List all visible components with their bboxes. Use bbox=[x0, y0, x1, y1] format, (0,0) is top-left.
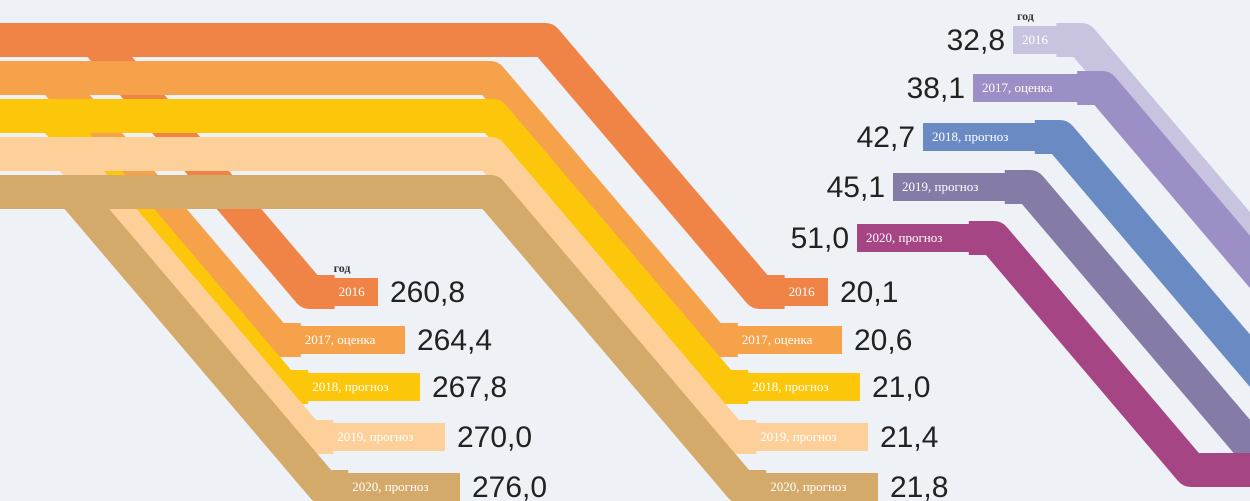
year-box bbox=[1013, 26, 1062, 54]
year-label: 2019, прогноз bbox=[902, 179, 978, 194]
ribbon bbox=[1034, 120, 1250, 388]
year-box bbox=[329, 278, 378, 306]
value: 20,6 bbox=[854, 324, 912, 357]
year-label: 2016 bbox=[789, 284, 816, 299]
year-box bbox=[328, 423, 445, 451]
ribbon bbox=[0, 137, 757, 454]
heading: год bbox=[334, 261, 351, 275]
year-label: 2016 bbox=[1022, 32, 1049, 47]
ribbon bbox=[1056, 23, 1250, 265]
value: 260,8 bbox=[390, 276, 465, 309]
year-label: 2020, прогноз bbox=[866, 230, 942, 245]
value: 32,8 bbox=[947, 24, 1005, 57]
value: 21,8 bbox=[890, 471, 948, 501]
year-label: 2020, прогноз bbox=[352, 479, 428, 494]
year-box bbox=[893, 173, 1010, 201]
year-label: 2017, оценка bbox=[742, 332, 813, 347]
value: 267,8 bbox=[432, 371, 507, 404]
value: 20,1 bbox=[840, 276, 898, 309]
year-box bbox=[923, 123, 1040, 151]
year-label: 2018, прогноз bbox=[932, 129, 1008, 144]
year-box bbox=[343, 473, 460, 501]
year-box bbox=[857, 224, 974, 252]
year-box bbox=[761, 473, 878, 501]
year-box bbox=[973, 74, 1083, 102]
ribbon bbox=[0, 175, 767, 501]
labels: 2016 260,8 год 2017, оценка 264,4 2018, прогн… bbox=[295, 9, 1083, 501]
year-box bbox=[303, 373, 420, 401]
year-label: 2020, прогноз bbox=[770, 479, 846, 494]
value: 276,0 bbox=[472, 471, 547, 501]
value: 270,0 bbox=[457, 421, 532, 454]
ribbon bbox=[1077, 71, 1250, 289]
value: 21,0 bbox=[872, 371, 930, 404]
year-label: 2019, прогноз bbox=[760, 429, 836, 444]
year-box bbox=[751, 423, 868, 451]
year-label: 2019, прогноз bbox=[337, 429, 413, 444]
value: 42,7 bbox=[857, 121, 915, 154]
ribbons bbox=[0, 23, 1250, 501]
value: 45,1 bbox=[827, 171, 885, 204]
ribbon bbox=[1004, 170, 1250, 473]
ribbon bbox=[968, 221, 1250, 487]
year-box bbox=[779, 278, 828, 306]
ribbon bbox=[0, 61, 738, 357]
year-label: 2018, прогноз bbox=[752, 379, 828, 394]
year-box bbox=[732, 326, 842, 354]
year-label: 2018, прогноз bbox=[312, 379, 388, 394]
year-label: 2017, оценка bbox=[982, 80, 1053, 95]
heading: год bbox=[1017, 9, 1034, 23]
value: 21,4 bbox=[880, 421, 938, 454]
year-box bbox=[295, 326, 405, 354]
year-box bbox=[743, 373, 860, 401]
ribbon bbox=[0, 99, 749, 404]
value: 264,4 bbox=[417, 324, 492, 357]
value: 51,0 bbox=[791, 222, 849, 255]
value: 38,1 bbox=[907, 72, 965, 105]
year-label: 2016 bbox=[339, 284, 366, 299]
ribbon bbox=[20, 23, 785, 309]
year-label: 2017, оценка bbox=[305, 332, 376, 347]
